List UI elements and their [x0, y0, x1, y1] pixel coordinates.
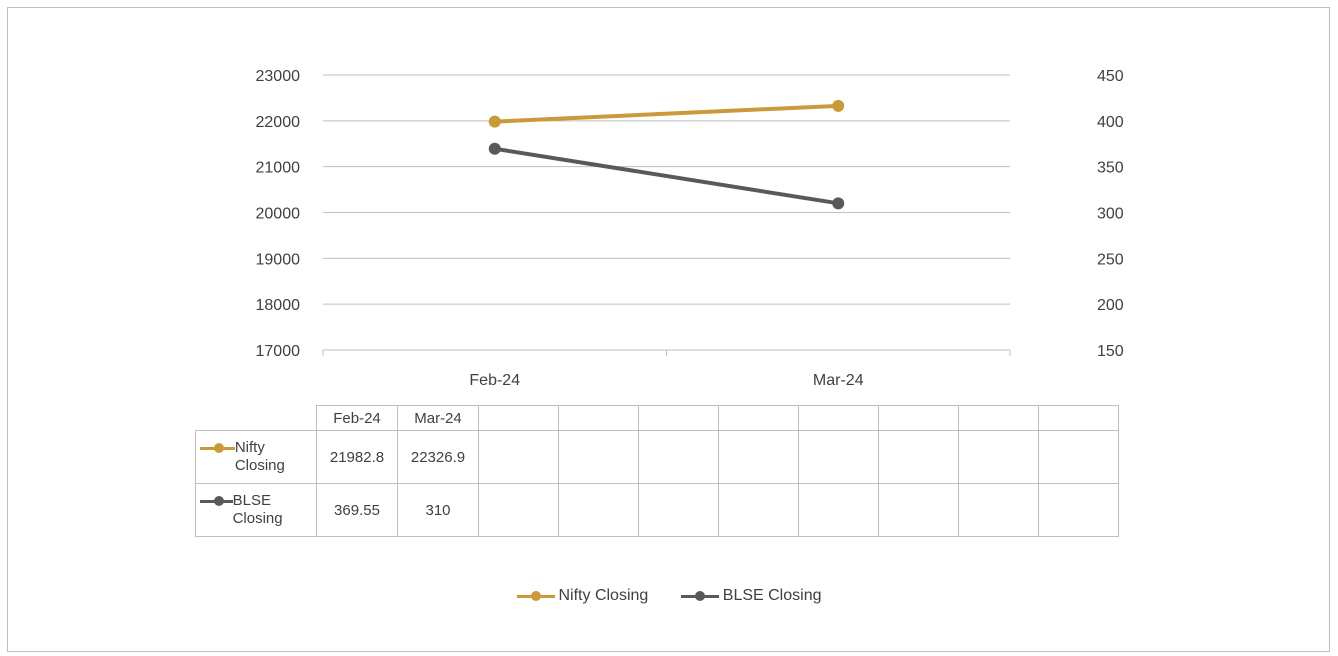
- data-table-header-row: Feb-24 Mar-24: [196, 405, 1119, 431]
- data-table-label-nifty: Nifty Closing: [234, 439, 285, 474]
- x-tick-label: Mar-24: [813, 372, 864, 389]
- data-table-cell: 310: [397, 483, 479, 537]
- legend-label-blse: BLSE Closing: [722, 587, 822, 604]
- y-right-tick-label: 450: [1097, 68, 1124, 85]
- data-table: Feb-24 Mar-24 Nifty Closing 21982.8 2232…: [195, 405, 1119, 537]
- y-right-tick-label: 250: [1097, 251, 1124, 268]
- data-table-label-blse: BLSE Closing: [232, 492, 283, 527]
- y-right-tick-label: 350: [1097, 160, 1124, 177]
- legend-item-nifty: Nifty Closing: [516, 587, 649, 605]
- data-table-row-blse: BLSE Closing 369.55 310: [195, 483, 1119, 537]
- y-left-tick-label: 23000: [256, 68, 301, 85]
- y-left-tick-label: 20000: [256, 206, 301, 223]
- data-table-cell: 369.55: [316, 483, 398, 537]
- y-left-tick-label: 18000: [256, 297, 301, 314]
- data-table-corner: [196, 406, 317, 431]
- y-left-tick-label: 21000: [256, 160, 301, 177]
- data-table-cell: 21982.8: [316, 430, 398, 484]
- data-point-nifty: [488, 115, 501, 128]
- y-right-tick-label: 300: [1097, 206, 1124, 223]
- line-chart: 23000 22000 21000 20000 19000 18000 17000 450 40…: [256, 68, 1124, 389]
- legend-item-blse: BLSE Closing: [680, 587, 822, 605]
- y-right-tick-label: 200: [1097, 297, 1124, 314]
- data-point-blse: [488, 142, 501, 155]
- data-table-row-nifty: Nifty Closing 21982.8 22326.9: [195, 430, 1119, 484]
- y-right-tick-label: 400: [1097, 114, 1124, 131]
- y-right-tick-label: 150: [1097, 343, 1124, 360]
- data-table-header-mar: Mar-24: [397, 405, 479, 431]
- y-left-tick-label: 17000: [256, 343, 301, 360]
- data-point-nifty: [832, 99, 845, 112]
- chart-legend: Nifty Closing BLSE Closing: [0, 587, 1338, 607]
- data-point-blse: [832, 197, 845, 210]
- series-line-blse: [494, 146, 839, 206]
- blse-line-marker-icon: [680, 590, 719, 602]
- y-left-tick-label: 19000: [256, 251, 301, 268]
- data-table-rowhead-nifty: Nifty Closing: [195, 430, 317, 484]
- x-tick-label: Feb-24: [469, 372, 520, 389]
- data-table-rowhead-blse: BLSE Closing: [195, 483, 317, 537]
- data-table-cell: 22326.9: [397, 430, 479, 484]
- series-line-nifty: [494, 103, 839, 124]
- nifty-line-marker-icon: [516, 590, 555, 602]
- nifty-legend-key-icon: [200, 442, 235, 454]
- legend-label-nifty: Nifty Closing: [558, 587, 649, 604]
- y-left-tick-label: 22000: [256, 114, 301, 131]
- blse-legend-key-icon: [200, 495, 233, 507]
- data-table-header-feb: Feb-24: [316, 405, 398, 431]
